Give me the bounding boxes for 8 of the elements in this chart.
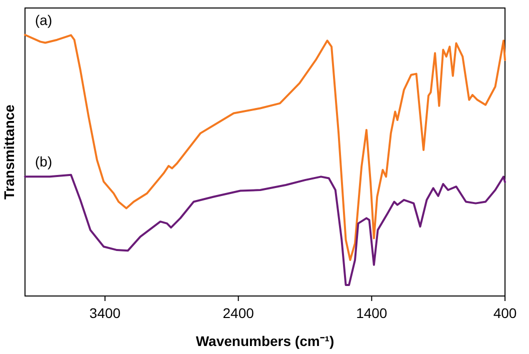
x-axis-title: Wavenumbers (cm⁻¹) — [196, 333, 334, 349]
x-tick-label: 3400 — [89, 305, 121, 321]
series-label: (b) — [35, 154, 52, 170]
x-tick-label: 400 — [493, 305, 517, 321]
x-tick-label: 1400 — [356, 305, 388, 321]
series-label: (a) — [35, 12, 52, 28]
x-tick-label: 2400 — [222, 305, 254, 321]
y-axis-title: Transmittance — [1, 104, 17, 200]
